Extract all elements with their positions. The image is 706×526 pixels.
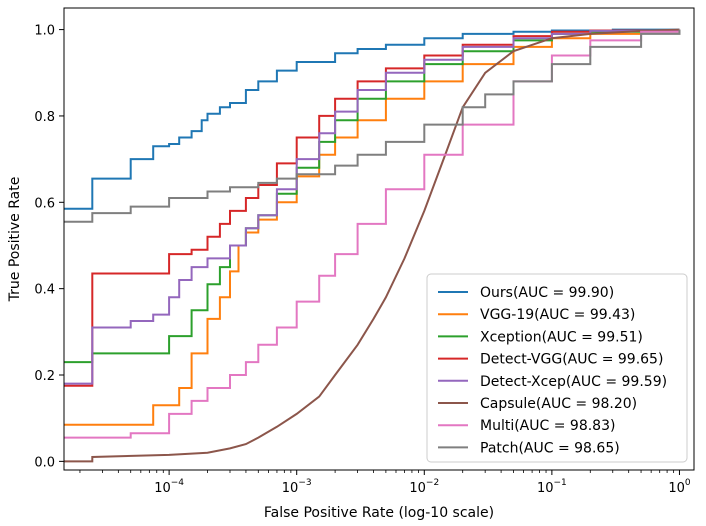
y-tick-label-4: 0.8 xyxy=(34,110,55,125)
x-tick-label-2: 10−2 xyxy=(409,478,439,496)
legend-label-2: Xception(AUC = 99.51) xyxy=(480,329,643,345)
y-tick-label-5: 1.0 xyxy=(34,24,55,39)
series-line-4 xyxy=(64,29,681,385)
series-line-7 xyxy=(64,29,681,223)
y-tick-label-1: 0.2 xyxy=(34,369,55,384)
y-axis-label: True Positive Rate xyxy=(7,177,23,303)
series-line-2 xyxy=(64,29,681,364)
legend-box xyxy=(426,273,688,463)
x-axis: 10−4 10−3 10−2 10−1 100 xyxy=(79,470,691,496)
series-line-0 xyxy=(64,28,680,210)
x-tick-label-1: 10−3 xyxy=(282,478,312,496)
legend-label-7: Patch(AUC = 98.65) xyxy=(480,440,620,456)
legend-label-0: Ours(AUC = 99.90) xyxy=(480,285,614,301)
y-tick-label-2: 0.4 xyxy=(34,283,55,298)
legend-label-4: Detect-Xcep(AUC = 99.59) xyxy=(480,374,667,390)
x-tick-label-0: 10−4 xyxy=(154,478,184,496)
plot-frame xyxy=(63,7,695,471)
y-tick-label-3: 0.6 xyxy=(34,196,55,211)
series-line-5 xyxy=(64,28,680,463)
legend-label-6: Multi(AUC = 98.83) xyxy=(480,418,615,434)
x-tick-label-4: 100 xyxy=(668,478,691,496)
y-axis: 0.0 0.2 0.4 0.6 0.8 1.0 xyxy=(34,24,64,470)
series-layer xyxy=(64,28,681,463)
legend-label-5: Capsule(AUC = 98.20) xyxy=(480,396,637,412)
y-tick-label-0: 0.0 xyxy=(34,455,55,470)
x-axis-label: False Positive Rate (log-10 scale) xyxy=(264,505,494,521)
x-tick-label-3: 10−1 xyxy=(537,478,567,496)
legend-label-3: Detect-VGG(AUC = 99.65) xyxy=(480,352,663,368)
legend-entries: Ours(AUC = 99.90) VGG-19(AUC = 99.43) Xcep… xyxy=(438,285,667,456)
legend-label-1: VGG-19(AUC = 99.43) xyxy=(480,307,635,323)
legend: Ours(AUC = 99.90) VGG-19(AUC = 99.43) Xcep… xyxy=(426,273,688,463)
